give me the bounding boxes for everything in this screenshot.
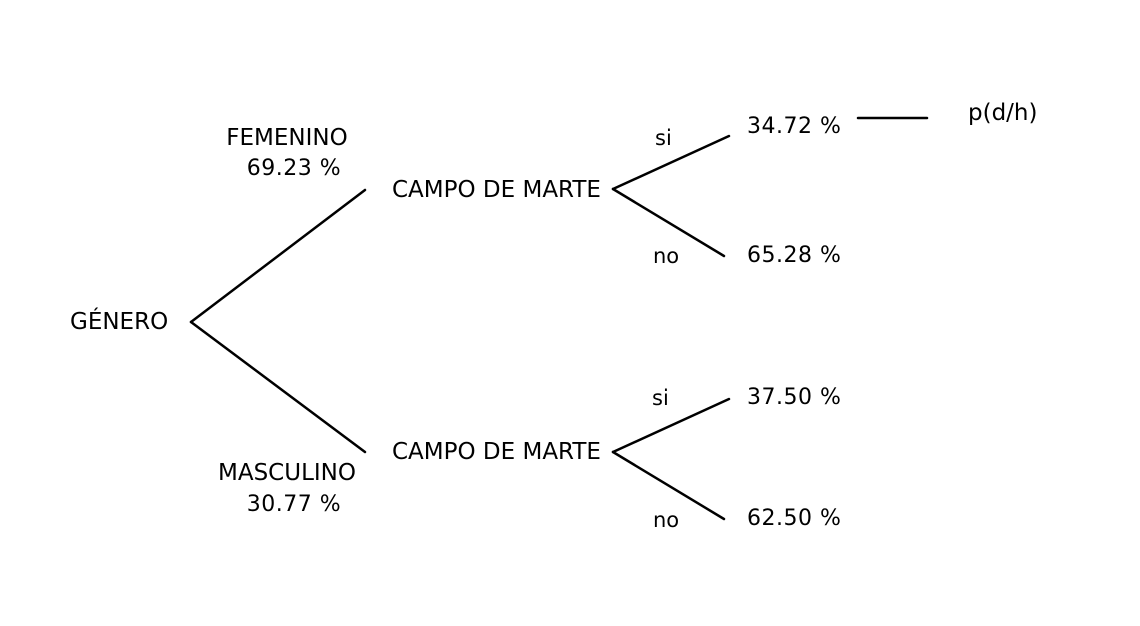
edge-femenino-no: [611, 187, 726, 258]
node-femenino-campo-de-marte: CAMPO DE MARTE: [392, 177, 601, 203]
root-label: GÉNERO: [70, 309, 169, 335]
outcome-masculino-si-percent: 37.50 %: [747, 385, 842, 410]
branch-masculino-label: MASCULINO: [218, 460, 356, 486]
outcome-femenino-si-percent: 34.72 %: [747, 114, 842, 139]
edge-masculino-si: [611, 397, 731, 454]
outcome-femenino-no-percent: 65.28 %: [747, 243, 842, 268]
branch-masculino-percent: 30.77 %: [246, 492, 342, 517]
edge-masculino-no: [611, 450, 726, 521]
edge-root-femenino: [189, 188, 367, 324]
outcome-femenino-si-label: si: [655, 126, 672, 150]
edge-root-masculino: [189, 320, 367, 454]
edge-femenino-si: [611, 134, 731, 191]
branch-femenino-percent: 69.23 %: [246, 156, 342, 181]
outcome-masculino-no-percent: 62.50 %: [747, 506, 842, 531]
annotation-label: p(d/h): [968, 100, 1038, 126]
outcome-femenino-no-label: no: [653, 244, 680, 268]
outcome-masculino-si-label: si: [652, 386, 669, 410]
outcome-masculino-no-label: no: [653, 508, 680, 532]
branch-femenino-label: FEMENINO: [226, 125, 348, 151]
node-masculino-campo-de-marte: CAMPO DE MARTE: [392, 439, 601, 465]
